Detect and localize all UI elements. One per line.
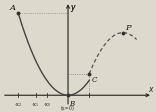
Text: (x=0): (x=0) [61, 105, 75, 110]
Text: y: y [70, 3, 74, 12]
Text: -x₀: -x₀ [43, 101, 50, 106]
Text: -x₂: -x₂ [15, 101, 22, 106]
Text: x: x [148, 84, 152, 93]
Text: B: B [69, 99, 74, 107]
Text: A: A [10, 4, 16, 12]
Text: y: y [70, 3, 74, 12]
Text: P: P [125, 24, 131, 32]
Text: C: C [92, 76, 97, 84]
Text: -x₁: -x₁ [32, 101, 39, 106]
